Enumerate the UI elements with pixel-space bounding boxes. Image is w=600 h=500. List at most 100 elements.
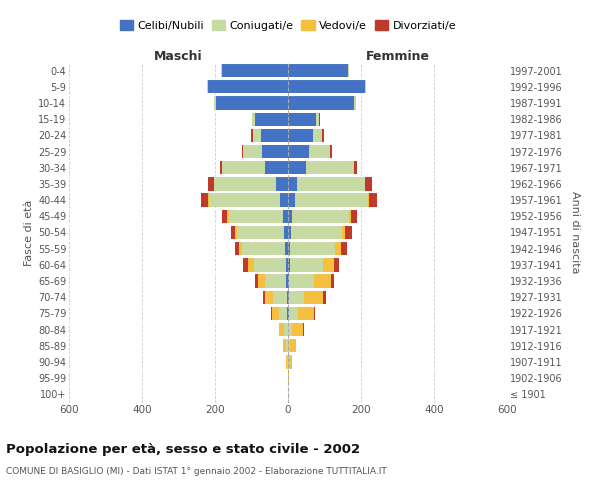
- Bar: [292, 210, 349, 223]
- Bar: [239, 242, 242, 256]
- Bar: [288, 96, 355, 110]
- Bar: [272, 307, 279, 320]
- Bar: [288, 323, 292, 336]
- Bar: [220, 161, 221, 174]
- Bar: [278, 323, 284, 336]
- Bar: [242, 145, 244, 158]
- Bar: [214, 96, 216, 110]
- Bar: [251, 112, 252, 126]
- Bar: [351, 210, 358, 223]
- Bar: [314, 307, 316, 320]
- Bar: [288, 210, 292, 223]
- Bar: [288, 112, 316, 126]
- Bar: [258, 274, 265, 287]
- Bar: [235, 242, 239, 256]
- Bar: [368, 194, 370, 207]
- Bar: [288, 372, 289, 385]
- Bar: [262, 145, 288, 158]
- Bar: [265, 290, 273, 304]
- Bar: [355, 96, 356, 110]
- Bar: [370, 194, 377, 207]
- Bar: [335, 242, 341, 256]
- Bar: [289, 356, 292, 368]
- Bar: [221, 64, 288, 77]
- Y-axis label: Fasce di età: Fasce di età: [23, 200, 34, 266]
- Bar: [348, 64, 349, 77]
- Bar: [365, 178, 371, 190]
- Bar: [306, 161, 354, 174]
- Bar: [292, 323, 304, 336]
- Bar: [286, 258, 288, 272]
- Text: COMUNE DI BASIGLIO (MI) - Dati ISTAT 1° gennaio 2002 - Elaborazione TUTTITALIA.I: COMUNE DI BASIGLIO (MI) - Dati ISTAT 1° …: [6, 468, 387, 476]
- Bar: [280, 194, 288, 207]
- Bar: [288, 258, 290, 272]
- Bar: [244, 145, 262, 158]
- Bar: [290, 258, 323, 272]
- Bar: [244, 258, 248, 272]
- Bar: [260, 128, 288, 142]
- Bar: [331, 274, 334, 287]
- Bar: [345, 226, 352, 239]
- Bar: [323, 258, 334, 272]
- Bar: [265, 161, 288, 174]
- Bar: [288, 161, 306, 174]
- Bar: [277, 178, 288, 190]
- Bar: [342, 226, 345, 239]
- Bar: [316, 112, 319, 126]
- Bar: [365, 80, 366, 94]
- Text: Popolazione per età, sesso e stato civile - 2002: Popolazione per età, sesso e stato civil…: [6, 442, 360, 456]
- Bar: [216, 96, 288, 110]
- Bar: [273, 290, 287, 304]
- Bar: [288, 64, 348, 77]
- Bar: [289, 274, 314, 287]
- Bar: [287, 307, 288, 320]
- Bar: [288, 128, 313, 142]
- Bar: [286, 274, 288, 287]
- Bar: [288, 356, 289, 368]
- Bar: [255, 112, 288, 126]
- Bar: [354, 161, 356, 174]
- Bar: [271, 307, 272, 320]
- Text: Femmine: Femmine: [365, 50, 430, 62]
- Bar: [323, 290, 326, 304]
- Bar: [208, 178, 214, 190]
- Bar: [283, 339, 286, 352]
- Text: Maschi: Maschi: [154, 50, 203, 62]
- Bar: [286, 242, 288, 256]
- Bar: [235, 226, 237, 239]
- Bar: [289, 290, 304, 304]
- Bar: [242, 242, 286, 256]
- Bar: [288, 145, 309, 158]
- Bar: [341, 242, 347, 256]
- Bar: [286, 356, 287, 368]
- Bar: [290, 339, 296, 352]
- Y-axis label: Anni di nascita: Anni di nascita: [569, 191, 580, 274]
- Bar: [295, 194, 368, 207]
- Bar: [322, 128, 324, 142]
- Bar: [297, 178, 365, 190]
- Bar: [209, 194, 280, 207]
- Bar: [314, 274, 331, 287]
- Bar: [289, 307, 298, 320]
- Bar: [288, 274, 289, 287]
- Bar: [252, 112, 255, 126]
- Bar: [288, 178, 297, 190]
- Bar: [334, 258, 339, 272]
- Bar: [288, 80, 365, 94]
- Bar: [287, 356, 288, 368]
- Bar: [288, 339, 290, 352]
- Bar: [279, 307, 287, 320]
- Bar: [309, 145, 331, 158]
- Bar: [221, 161, 265, 174]
- Bar: [298, 307, 314, 320]
- Bar: [313, 128, 322, 142]
- Bar: [265, 274, 286, 287]
- Bar: [214, 178, 277, 190]
- Bar: [248, 258, 254, 272]
- Bar: [331, 145, 332, 158]
- Bar: [229, 210, 283, 223]
- Bar: [208, 194, 209, 207]
- Bar: [227, 210, 229, 223]
- Bar: [222, 210, 227, 223]
- Bar: [283, 210, 288, 223]
